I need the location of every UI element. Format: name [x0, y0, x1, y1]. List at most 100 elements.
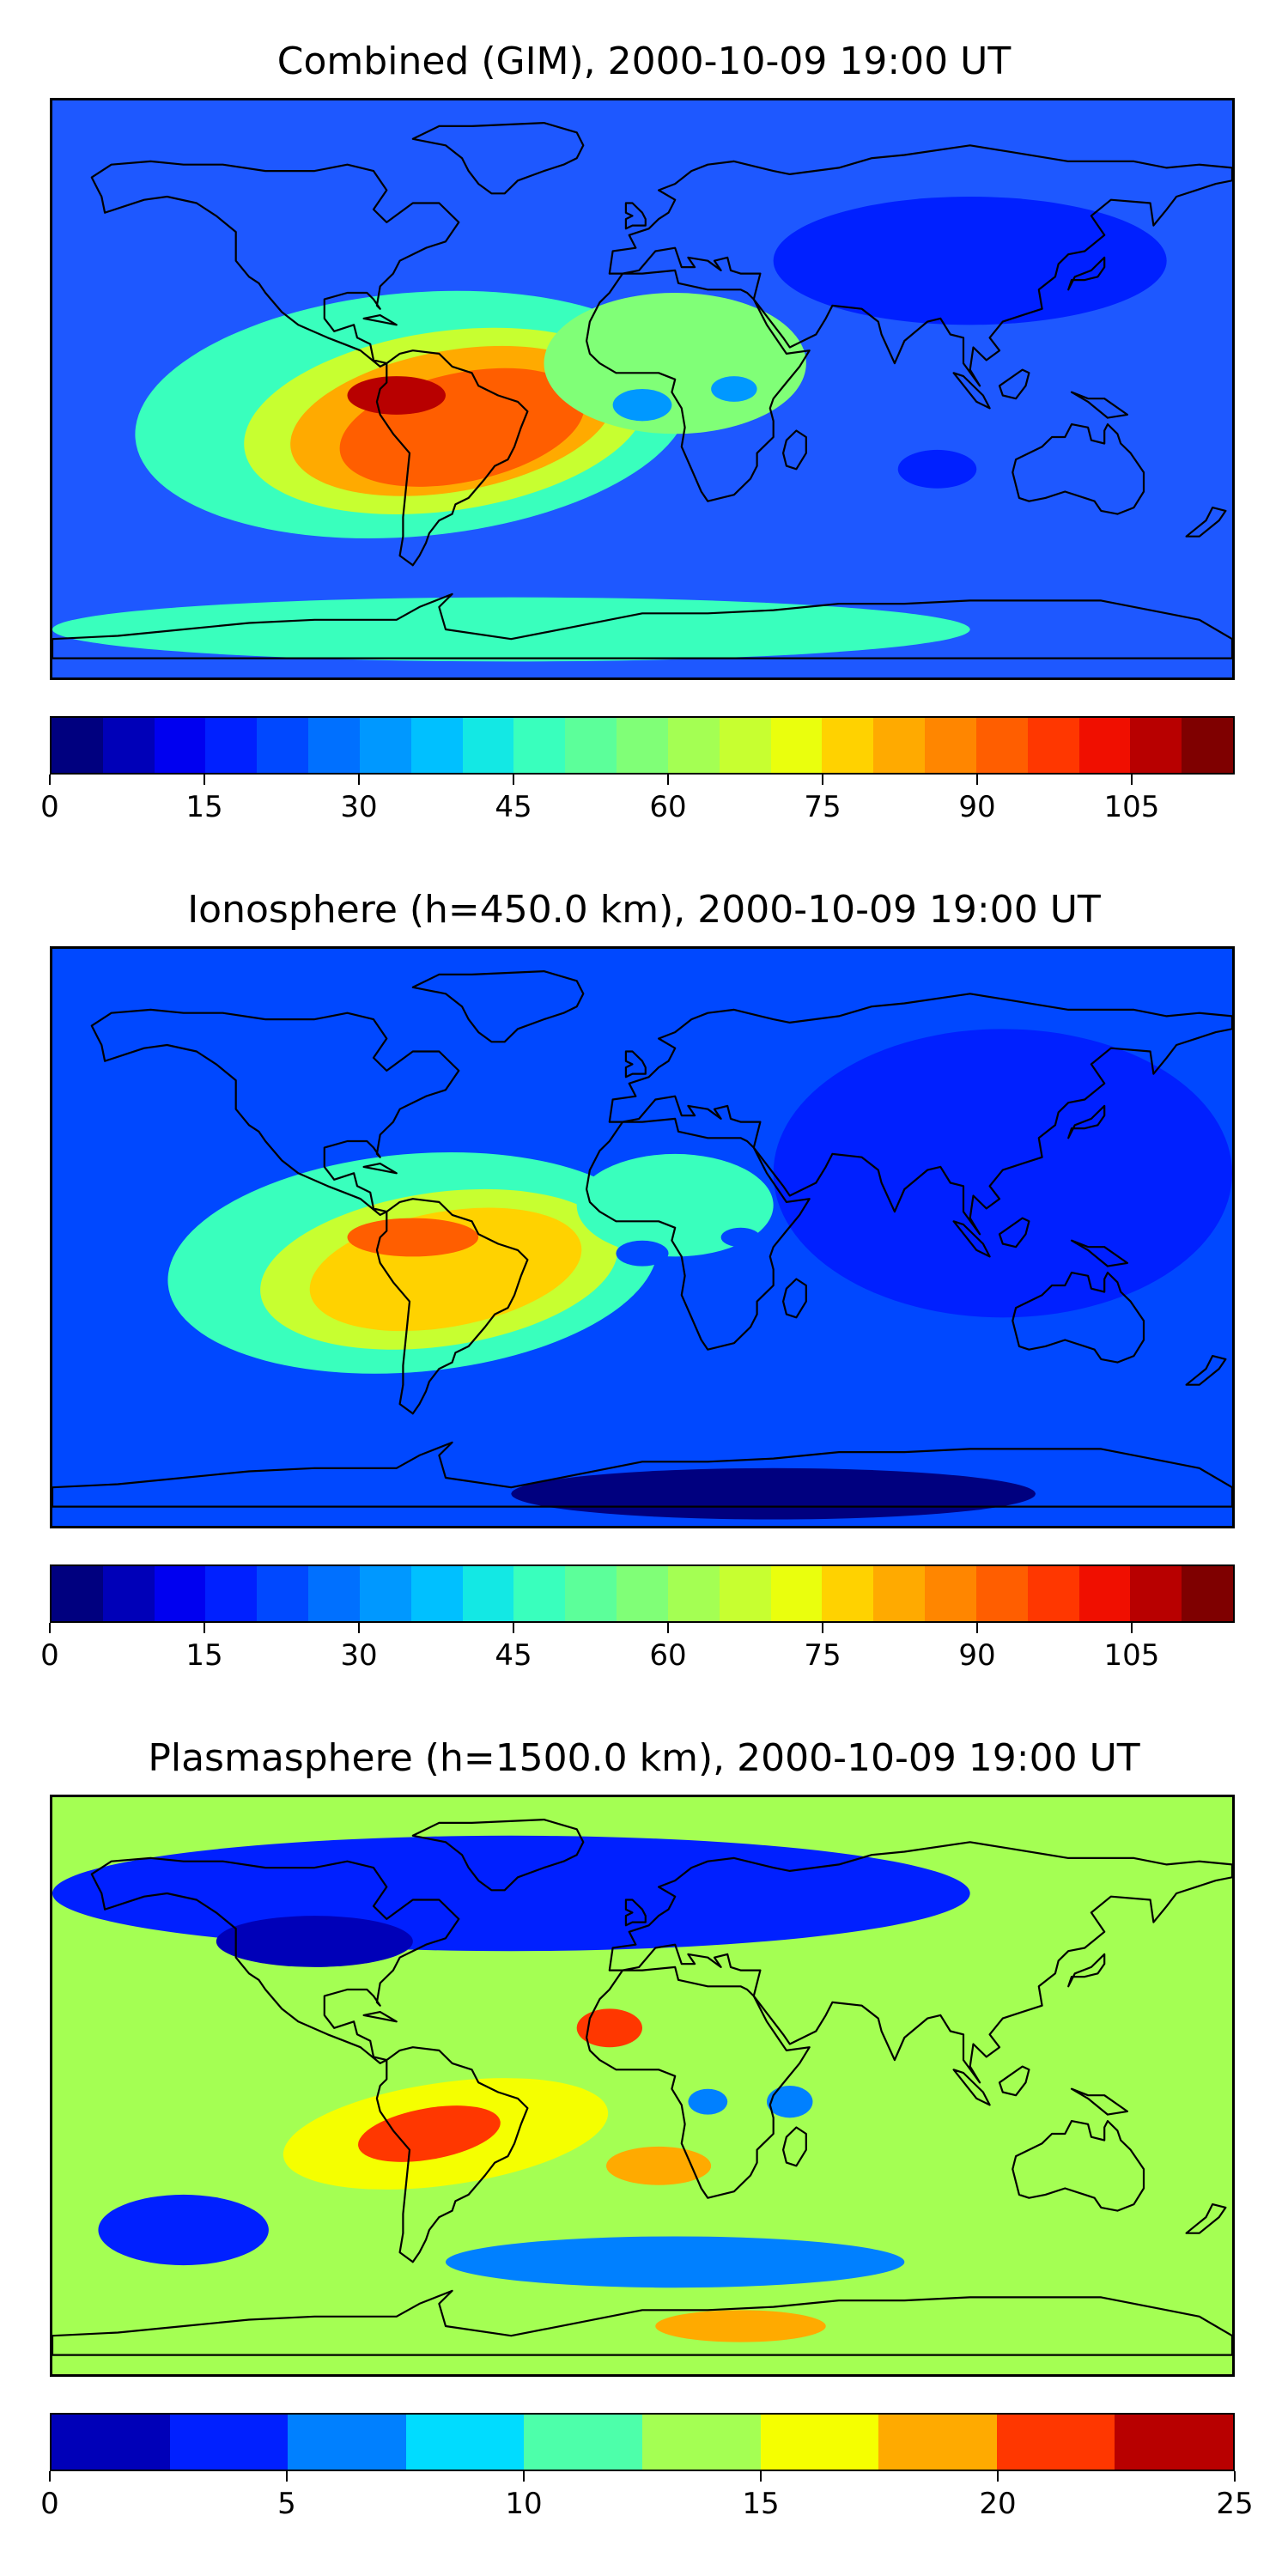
colorbar-segment — [925, 718, 976, 773]
contour-region — [216, 1916, 413, 1967]
colorbar-tick-label: 30 — [340, 790, 378, 824]
colorbar-segment — [462, 1566, 514, 1621]
coastline — [952, 1220, 991, 1258]
colorbar-segment — [770, 1566, 823, 1621]
coastline — [585, 1965, 811, 2199]
coastline — [998, 2065, 1030, 2097]
colorbar — [50, 716, 1235, 775]
colorbar-segment — [565, 718, 617, 773]
colorbar-tick-label: 0 — [40, 2487, 59, 2521]
colorbar-tick — [286, 2471, 288, 2482]
colorbar-segment — [257, 1566, 309, 1621]
colorbar-tick — [976, 1623, 978, 1633]
coastline — [998, 1217, 1030, 1249]
coastline — [375, 349, 529, 567]
colorbar-ticks: 0 15 30 45 60 75 90 105 — [40, 775, 1235, 826]
colorbar-segment — [1027, 1566, 1079, 1621]
coastline — [608, 144, 1232, 387]
colorbar-segment — [1182, 718, 1234, 773]
contour-region — [612, 389, 672, 422]
colorbar-tick-label: 105 — [1103, 790, 1160, 824]
tec-map — [50, 98, 1235, 680]
colorbar-segment — [169, 2415, 289, 2470]
colorbar-tick — [204, 1623, 205, 1633]
contour-region — [688, 2088, 728, 2115]
coastline — [90, 160, 460, 368]
contour-region — [720, 1227, 761, 1248]
coastline — [90, 1856, 460, 2064]
colorbar-segment — [308, 1566, 360, 1621]
contour-region — [616, 1240, 669, 1267]
colorbar-segment — [205, 718, 258, 773]
colorbar-segment — [288, 2415, 406, 2470]
colorbar-segment — [102, 1566, 155, 1621]
colorbar-segment — [565, 1566, 617, 1621]
contour-region — [52, 597, 970, 662]
colorbar-segment — [667, 1566, 720, 1621]
contour-region — [544, 293, 806, 434]
colorbar-ticks: 0 15 30 45 60 75 90 105 — [40, 1623, 1235, 1674]
contour-region — [711, 376, 757, 402]
colorbar-segment — [524, 2415, 642, 2470]
contour-region — [606, 2146, 712, 2185]
colorbar-segment — [719, 1566, 771, 1621]
coastline — [375, 2046, 529, 2263]
colorbar-segment — [154, 1566, 206, 1621]
colorbar-tick-label: 15 — [742, 2487, 780, 2521]
coastline — [375, 1198, 529, 1415]
coastline — [1067, 1104, 1106, 1139]
colorbar-segment — [617, 718, 668, 773]
colorbar-segment — [102, 718, 155, 773]
contour-region — [897, 449, 977, 489]
contour-region — [767, 2086, 813, 2118]
colorbar-tick-label: 30 — [340, 1638, 378, 1673]
tec-contour-map — [52, 949, 1232, 1526]
coastline — [781, 1278, 807, 1319]
colorbar-segment — [975, 1566, 1028, 1621]
colorbar-segment — [410, 1566, 463, 1621]
colorbar-segment — [617, 1566, 668, 1621]
colorbar-segment — [1078, 718, 1131, 773]
colorbar-tick-label: 10 — [505, 2487, 543, 2521]
colorbar-segment — [1130, 1566, 1182, 1621]
contour-region — [347, 376, 446, 415]
panel-title: Plasmasphere (h=1500.0 km), 2000-10-09 1… — [148, 1736, 1140, 1780]
colorbar-tick — [667, 775, 669, 785]
colorbar-segment — [410, 718, 463, 773]
coastline — [52, 1441, 1232, 1508]
colorbar-tick-label: 15 — [185, 1638, 223, 1673]
colorbar-segment — [925, 1566, 976, 1621]
coastline — [1067, 1953, 1106, 1988]
colorbar-segment — [462, 718, 514, 773]
colorbar-segment — [1115, 2415, 1233, 2470]
contour-region — [358, 2105, 501, 2162]
colorbar-tick-label: 90 — [958, 1638, 996, 1673]
colorbar-segment — [513, 718, 566, 773]
coastline — [362, 2011, 398, 2023]
coastline — [585, 269, 811, 502]
coastline — [362, 1163, 398, 1175]
colorbar-segment — [205, 1566, 258, 1621]
colorbar-tick-label: 25 — [1216, 2487, 1254, 2521]
colorbar-segment — [667, 718, 720, 773]
colorbar-segment — [878, 2415, 997, 2470]
contour-region — [576, 2008, 642, 2048]
contour-region — [773, 1029, 1232, 1318]
coastline — [411, 970, 585, 1043]
colorbar-tick-label: 45 — [495, 790, 532, 824]
colorbar-tick — [822, 1623, 823, 1633]
colorbar-tick-label: 20 — [979, 2487, 1017, 2521]
colorbar-tick-label: 90 — [958, 790, 996, 824]
coastline — [1012, 423, 1145, 515]
colorbar-segment — [1078, 1566, 1131, 1621]
colorbar-segment — [822, 718, 874, 773]
coastline — [1185, 1355, 1227, 1386]
colorbar-tick — [1234, 2471, 1236, 2482]
contour-region — [347, 1218, 479, 1257]
colorbar-tick-label: 75 — [804, 1638, 841, 1673]
coastline — [608, 993, 1232, 1236]
tec-map — [50, 1795, 1235, 2377]
contour-region — [446, 2236, 905, 2288]
coastline — [952, 2069, 991, 2106]
colorbar-tick-label: 0 — [40, 1638, 59, 1673]
